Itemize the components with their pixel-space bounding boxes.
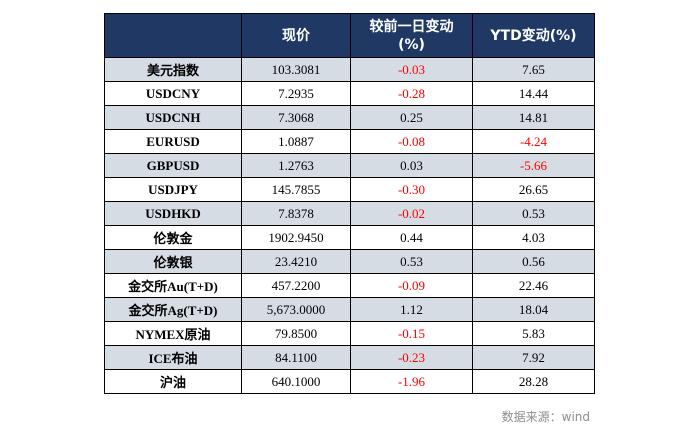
row-ytd-change: 22.46 — [472, 273, 595, 298]
row-day-change: -0.28 — [350, 81, 473, 106]
row-ytd-change: 7.92 — [472, 345, 595, 370]
row-ytd-change: 4.03 — [472, 225, 595, 250]
row-price: 1.0887 — [241, 129, 351, 154]
header-ytd-change: YTD变动(%) — [472, 13, 595, 58]
table-row: 美元指数 103.3081 -0.03 7.65 — [104, 57, 595, 82]
row-name: USDHKD — [104, 201, 242, 226]
table-row: GBPUSD 1.2763 0.03 -5.66 — [104, 153, 595, 178]
source-note: 数据来源：wind — [501, 410, 590, 424]
table-row: 伦敦银 23.4210 0.53 0.56 — [104, 249, 595, 274]
header-day-change-line2: (%) — [398, 36, 425, 53]
table-row: USDCNY 7.2935 -0.28 14.44 — [104, 81, 595, 106]
row-ytd-change: 28.28 — [472, 369, 595, 394]
row-ytd-change: 14.81 — [472, 105, 595, 130]
row-name: NYMEX原油 — [104, 321, 242, 346]
header-name — [104, 13, 242, 58]
table-row: 沪油 640.1000 -1.96 28.28 — [104, 369, 595, 394]
row-day-change: -0.15 — [350, 321, 473, 346]
row-day-change: -1.96 — [350, 369, 473, 394]
row-day-change: -0.03 — [350, 57, 473, 82]
row-price: 7.2935 — [241, 81, 351, 106]
row-name: 金交所Ag(T+D) — [104, 297, 242, 322]
row-day-change: 0.25 — [350, 105, 473, 130]
row-price: 5,673.0000 — [241, 297, 351, 322]
fx-commodity-table: 现价 较前一日变动 (%) YTD变动(%) 美元指数 103.3081 -0.03… — [104, 13, 595, 394]
row-ytd-change: 14.44 — [472, 81, 595, 106]
table-row: USDJPY 145.7855 -0.30 26.65 — [104, 177, 595, 202]
row-price: 457.2200 — [241, 273, 351, 298]
row-price: 23.4210 — [241, 249, 351, 274]
header-day-change: 较前一日变动 (%) — [350, 13, 473, 58]
row-day-change: 0.53 — [350, 249, 473, 274]
header-price: 现价 — [241, 13, 351, 58]
row-name: 金交所Au(T+D) — [104, 273, 242, 298]
row-name: EURUSD — [104, 129, 242, 154]
table-row: EURUSD 1.0887 -0.08 -4.24 — [104, 129, 595, 154]
row-price: 640.1000 — [241, 369, 351, 394]
row-ytd-change: 7.65 — [472, 57, 595, 82]
row-day-change: 0.44 — [350, 225, 473, 250]
row-price: 1.2763 — [241, 153, 351, 178]
row-name: USDCNH — [104, 105, 242, 130]
row-name: 美元指数 — [104, 57, 242, 82]
row-ytd-change: 26.65 — [472, 177, 595, 202]
table-row: USDCNH 7.3068 0.25 14.81 — [104, 105, 595, 130]
row-day-change: 1.12 — [350, 297, 473, 322]
table-row: USDHKD 7.8378 -0.02 0.53 — [104, 201, 595, 226]
row-name: USDCNY — [104, 81, 242, 106]
row-price: 7.3068 — [241, 105, 351, 130]
row-price: 1902.9450 — [241, 225, 351, 250]
row-day-change: -0.23 — [350, 345, 473, 370]
row-name: 伦敦银 — [104, 249, 242, 274]
row-name: ICE布油 — [104, 345, 242, 370]
row-name: GBPUSD — [104, 153, 242, 178]
table-header-row: 现价 较前一日变动 (%) YTD变动(%) — [104, 13, 595, 58]
table-row: 金交所Au(T+D) 457.2200 -0.09 22.46 — [104, 273, 595, 298]
table-row: 金交所Ag(T+D) 5,673.0000 1.12 18.04 — [104, 297, 595, 322]
row-day-change: -0.08 — [350, 129, 473, 154]
row-day-change: -0.30 — [350, 177, 473, 202]
row-ytd-change: 0.53 — [472, 201, 595, 226]
row-name: 伦敦金 — [104, 225, 242, 250]
row-ytd-change: 5.83 — [472, 321, 595, 346]
row-price: 103.3081 — [241, 57, 351, 82]
row-price: 7.8378 — [241, 201, 351, 226]
row-ytd-change: -4.24 — [472, 129, 595, 154]
row-ytd-change: -5.66 — [472, 153, 595, 178]
table-row: 伦敦金 1902.9450 0.44 4.03 — [104, 225, 595, 250]
header-day-change-line1: 较前一日变动 — [369, 18, 454, 35]
row-name: 沪油 — [104, 369, 242, 394]
row-ytd-change: 18.04 — [472, 297, 595, 322]
row-name: USDJPY — [104, 177, 242, 202]
row-price: 79.8500 — [241, 321, 351, 346]
table-row: ICE布油 84.1100 -0.23 7.92 — [104, 345, 595, 370]
row-price: 145.7855 — [241, 177, 351, 202]
table-row: NYMEX原油 79.8500 -0.15 5.83 — [104, 321, 595, 346]
row-ytd-change: 0.56 — [472, 249, 595, 274]
row-day-change: -0.09 — [350, 273, 473, 298]
row-day-change: -0.02 — [350, 201, 473, 226]
row-price: 84.1100 — [241, 345, 351, 370]
row-day-change: 0.03 — [350, 153, 473, 178]
